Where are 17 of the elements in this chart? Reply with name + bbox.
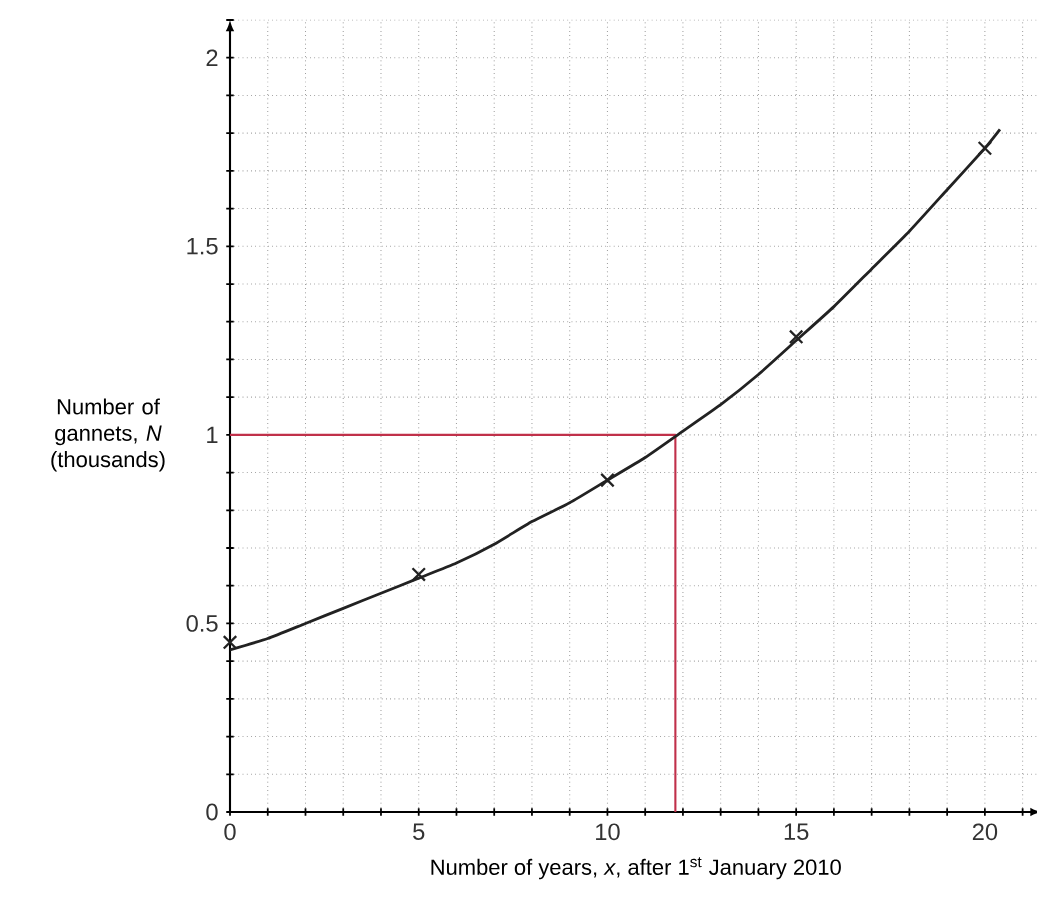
x-axis-title: Number of years, x, after 1$^{st}$ January 2010 (431, 857, 841, 880)
y-tick-label: 1 (207, 426, 218, 444)
point (788, 329, 804, 345)
x-tick-label: 15 (784, 823, 809, 840)
y-tick-label: 0 (206, 803, 218, 821)
x-tick-label: 0 (224, 823, 236, 841)
y-tick-label: 1.5 (187, 238, 218, 255)
point (977, 140, 993, 156)
point (222, 634, 238, 650)
y-axis-title: Number of gannets, N (thousands) (51, 398, 165, 472)
point (600, 472, 615, 488)
x-tick-label: 10 (596, 823, 620, 841)
point (411, 567, 427, 582)
x-tick-label: 20 (972, 823, 998, 841)
x-tick-label: 5 (413, 823, 425, 840)
y-tick-label: 2 (206, 49, 218, 66)
y-tick-label: 0.5 (186, 615, 218, 632)
